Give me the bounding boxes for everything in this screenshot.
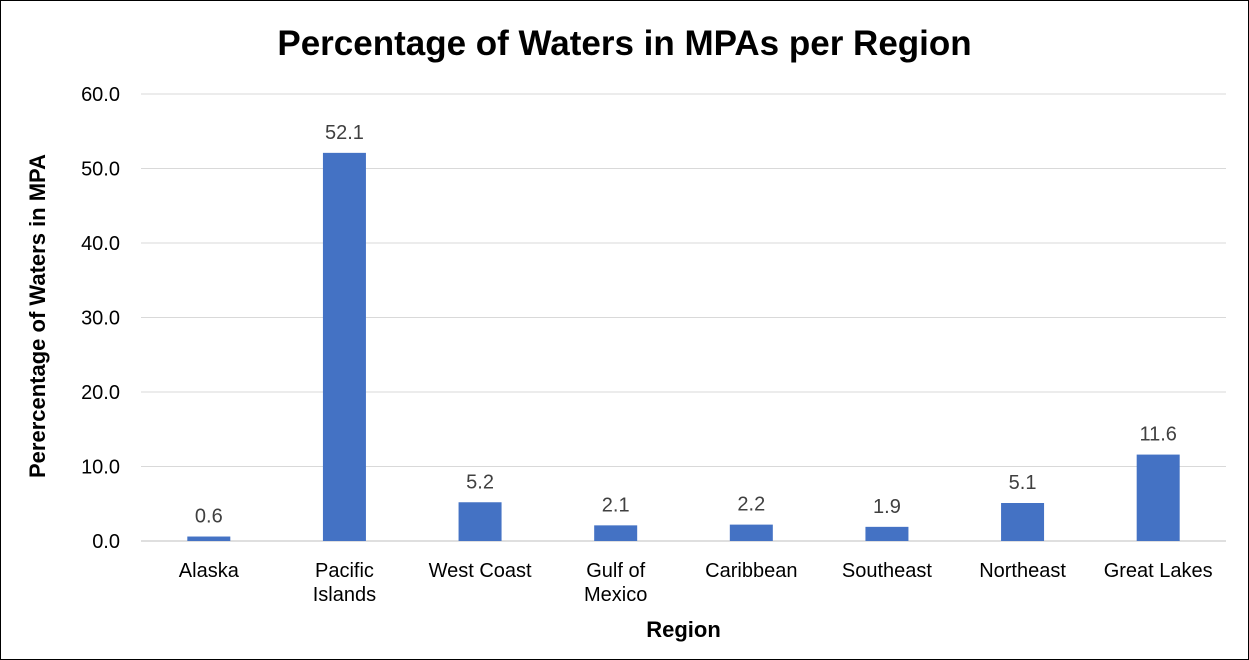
data-label: 5.2 (466, 471, 494, 493)
x-tick-label: West Coast (429, 560, 532, 582)
x-tick-label: Great Lakes (1104, 560, 1213, 582)
x-tick-label: Pacific Islands (313, 560, 376, 606)
chart-title: Percentage of Waters in MPAs per Region (277, 24, 972, 63)
data-label: 0.6 (195, 506, 223, 528)
bar (594, 525, 638, 541)
x-tick-label: Alaska (179, 560, 240, 582)
bar (1136, 454, 1180, 541)
y-tick-label: 0.0 (92, 531, 120, 553)
bar (865, 526, 909, 541)
bar (1001, 503, 1045, 541)
bars (187, 152, 1180, 542)
y-tick-label: 20.0 (81, 382, 120, 404)
x-axis-title: Region (646, 617, 721, 642)
data-label: 1.9 (873, 496, 901, 518)
y-tick-label: 60.0 (81, 84, 120, 106)
x-tick-label: Southeast (842, 560, 933, 582)
y-tick-label: 40.0 (81, 233, 120, 255)
gridlines (141, 93, 1226, 542)
x-axis-categories: Alaska Pacific Islands West Coast Gulf of Mex… (179, 560, 1213, 606)
y-axis-ticks: 0.0 10.0 20.0 30.0 40.0 50.0 60.0 (81, 84, 120, 553)
data-label: 11.6 (1139, 424, 1176, 446)
x-tick-label: Caribbean (705, 560, 797, 582)
bar (458, 502, 502, 541)
bar (322, 152, 366, 542)
data-labels: 0.6 52.1 5.2 2.1 2.2 1.9 5.1 11.6 (195, 122, 1177, 528)
bar (187, 536, 231, 541)
y-tick-label: 30.0 (81, 308, 120, 330)
x-tick-label: Northeast (979, 560, 1066, 582)
data-label: 2.2 (737, 494, 765, 516)
data-label: 5.1 (1009, 472, 1037, 494)
y-tick-label: 50.0 (81, 159, 120, 181)
x-tick-label: Gulf of Mexico (584, 560, 647, 606)
data-label: 52.1 (325, 122, 364, 144)
data-label: 2.1 (602, 494, 630, 516)
y-tick-label: 10.0 (81, 457, 120, 479)
bar (729, 524, 773, 541)
